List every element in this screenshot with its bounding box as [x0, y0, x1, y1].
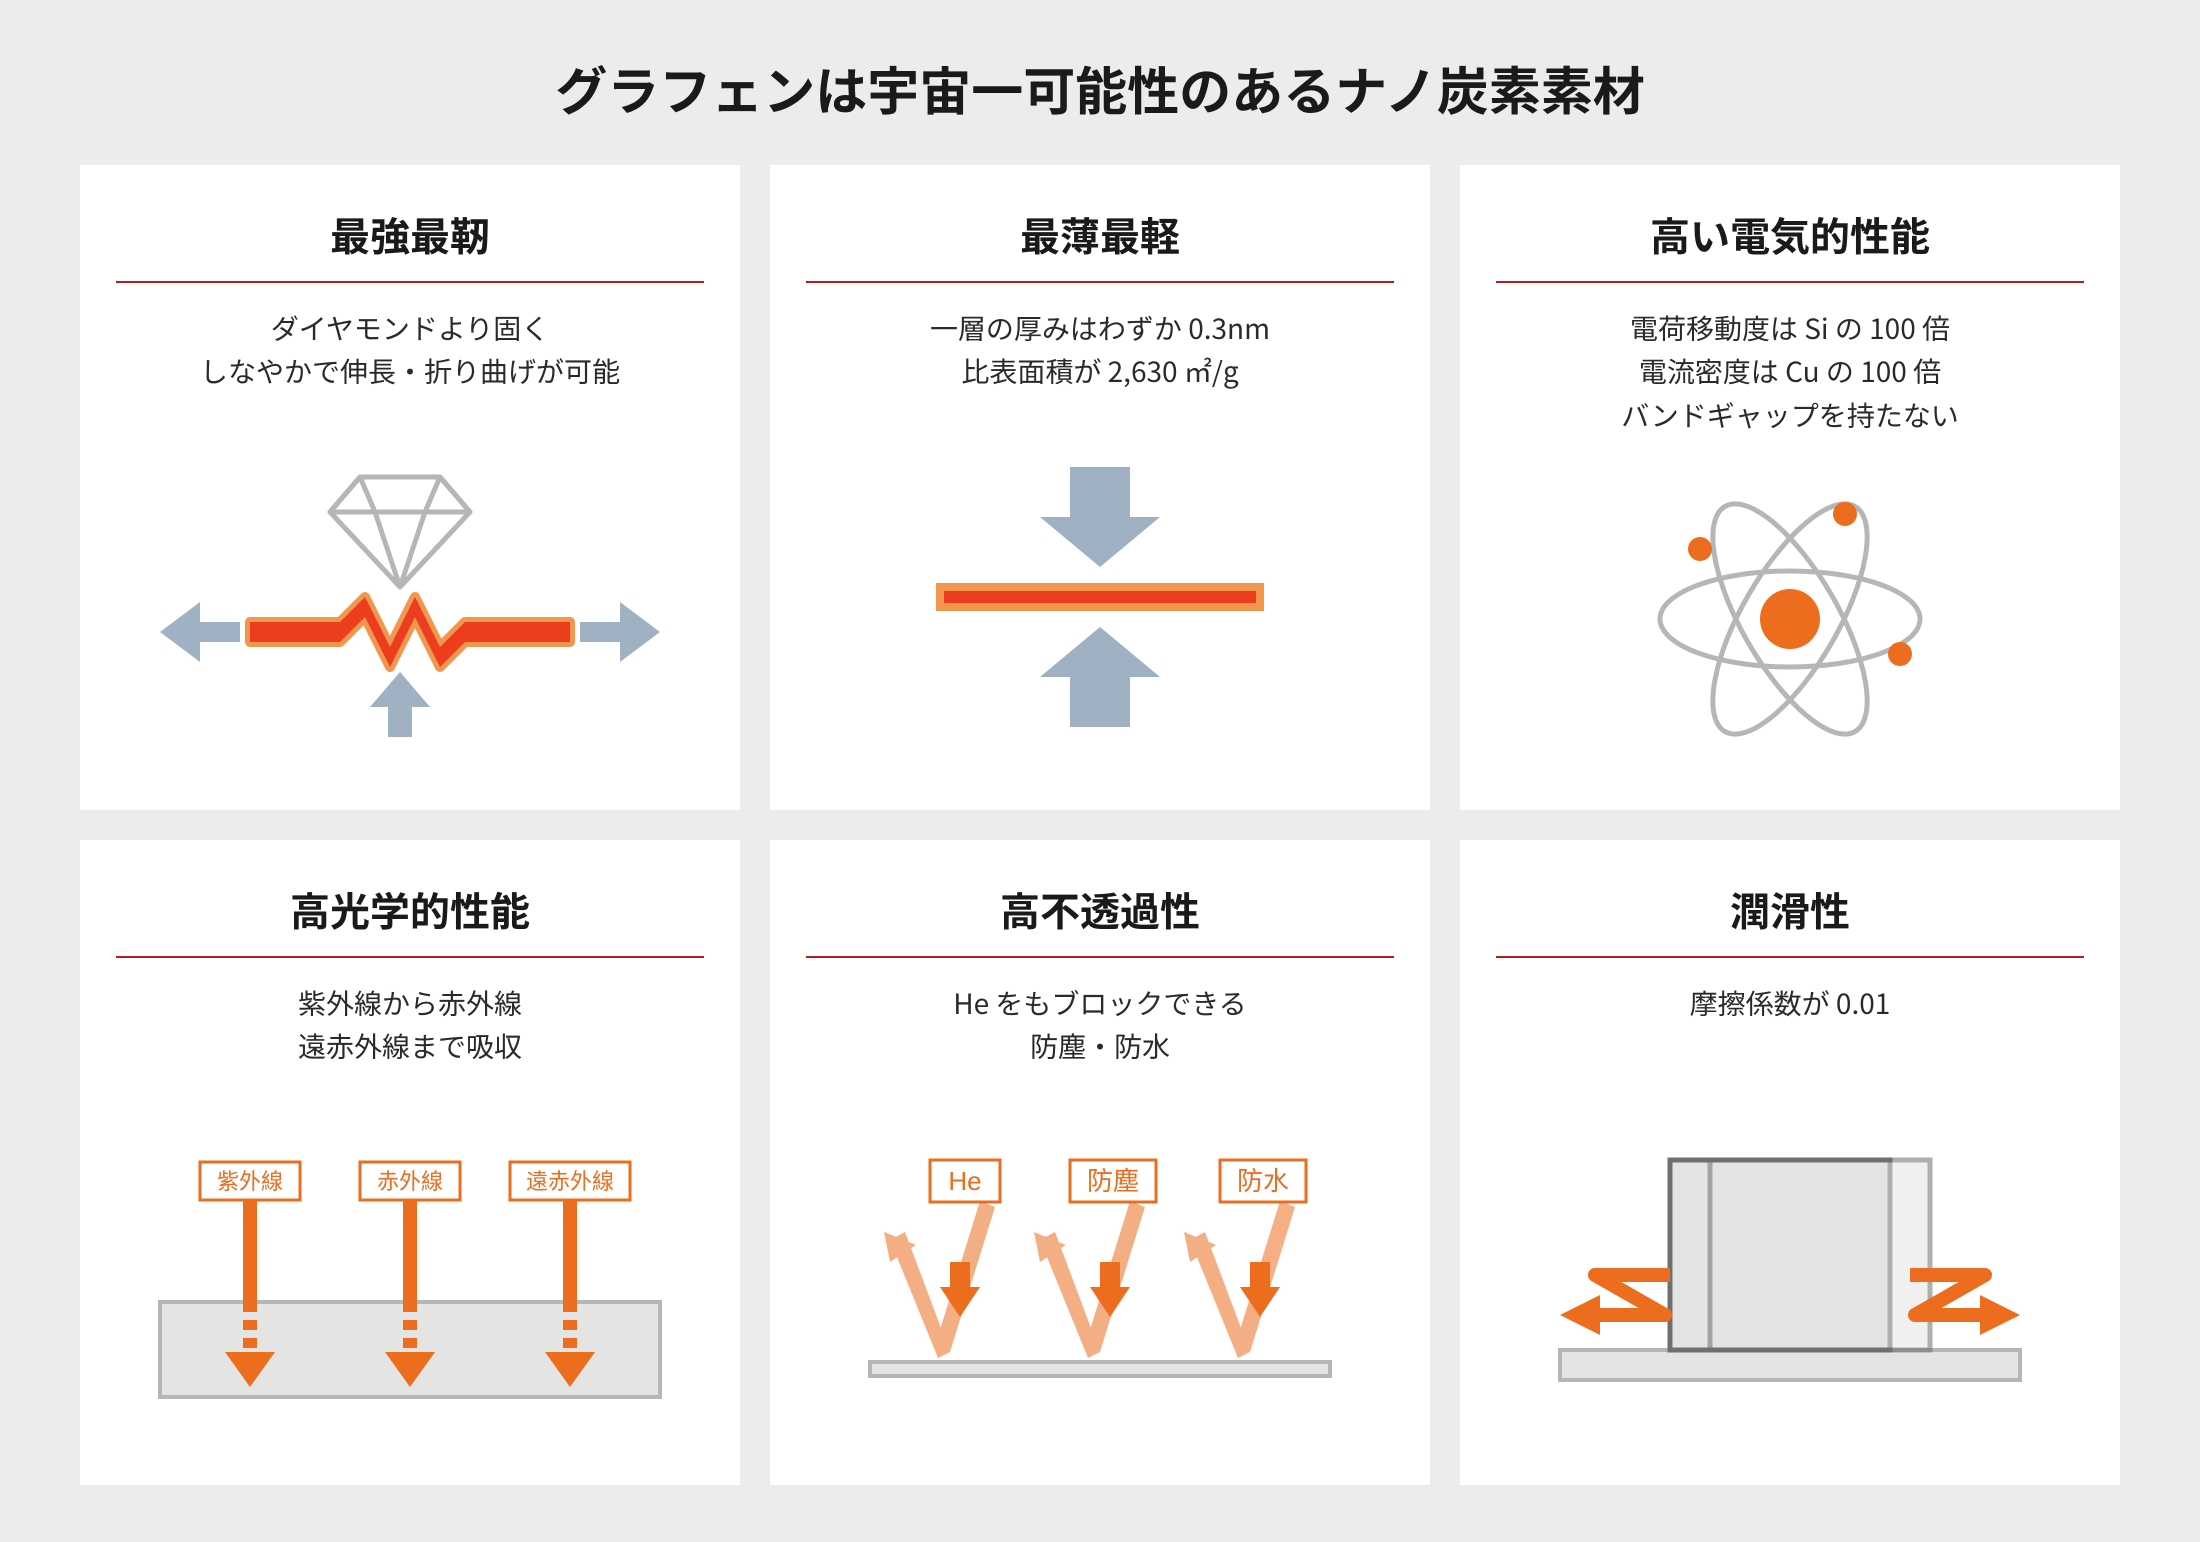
card-title: 高い電気的性能: [1496, 205, 2084, 283]
card-title: 高不透過性: [806, 880, 1394, 958]
optical-label-1: 赤外線: [377, 1169, 443, 1194]
strength-icon: [116, 414, 704, 780]
page-title: グラフェンは宇宙一可能性のあるナノ炭素素材: [80, 50, 2120, 125]
card-electric: 高い電気的性能 電荷移動度は Si の 100 倍電流密度は Cu の 100 …: [1460, 165, 2120, 810]
optical-label-2: 遠赤外線: [526, 1169, 614, 1194]
card-thin: 最薄最軽 一層の厚みはわずか 0.3nm比表面積が 2,630 ㎡/g: [770, 165, 1430, 810]
card-impermeable: 高不透過性 He をもブロックできる防塵・防水 He 防塵 防水: [770, 840, 1430, 1485]
optical-icon: 紫外線 赤外線 遠赤外線: [116, 1089, 704, 1455]
card-title: 最薄最軽: [806, 205, 1394, 283]
imp-label-2: 防水: [1237, 1166, 1289, 1196]
thin-icon: [806, 414, 1394, 780]
lubricity-icon: [1496, 1045, 2084, 1455]
card-desc: 摩擦係数が 0.01: [1496, 982, 2084, 1025]
card-strength: 最強最靭 ダイヤモンドより固くしなやかで伸長・折り曲げが可能: [80, 165, 740, 810]
card-grid: 最強最靭 ダイヤモンドより固くしなやかで伸長・折り曲げが可能: [80, 165, 2120, 1485]
card-title: 最強最靭: [116, 205, 704, 283]
card-optical: 高光学的性能 紫外線から赤外線遠赤外線まで吸収 紫外線 赤外線 遠赤外線: [80, 840, 740, 1485]
card-desc: He をもブロックできる防塵・防水: [806, 982, 1394, 1069]
imp-label-0: He: [948, 1166, 981, 1196]
card-title: 高光学的性能: [116, 880, 704, 958]
imp-label-1: 防塵: [1087, 1166, 1139, 1196]
impermeable-icon: He 防塵 防水: [806, 1089, 1394, 1455]
atom-icon: [1496, 457, 2084, 780]
card-title: 潤滑性: [1496, 880, 2084, 958]
card-desc: 一層の厚みはわずか 0.3nm比表面積が 2,630 ㎡/g: [806, 307, 1394, 394]
card-desc: ダイヤモンドより固くしなやかで伸長・折り曲げが可能: [116, 307, 704, 394]
card-lubricity: 潤滑性 摩擦係数が 0.01: [1460, 840, 2120, 1485]
card-desc: 電荷移動度は Si の 100 倍電流密度は Cu の 100 倍バンドギャップ…: [1496, 307, 2084, 437]
optical-label-0: 紫外線: [217, 1169, 283, 1194]
card-desc: 紫外線から赤外線遠赤外線まで吸収: [116, 982, 704, 1069]
